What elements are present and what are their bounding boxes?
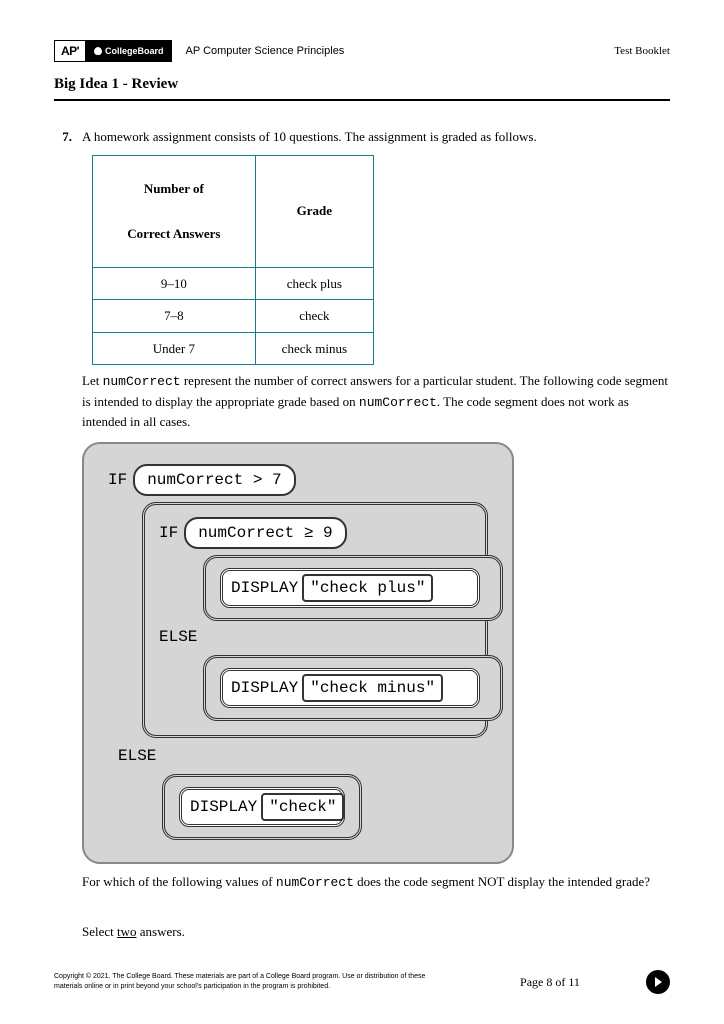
page-header: AP' CollegeBoard AP Computer Science Pri… [54, 40, 670, 62]
display-statement: DISPLAY "check" [179, 787, 345, 827]
outer-else-block: DISPLAY "check" [162, 774, 362, 840]
condition-pill: numCorrect ≥ 9 [184, 517, 346, 549]
display-statement: DISPLAY "check minus" [220, 668, 480, 708]
booklet-label: Test Booklet [614, 45, 670, 57]
cb-label: CollegeBoard [105, 46, 164, 56]
logo-group: AP' CollegeBoard AP Computer Science Pri… [54, 40, 344, 62]
code-numcorrect: numCorrect [103, 374, 181, 389]
question-body: A homework assignment consists of 10 que… [82, 127, 670, 942]
copyright-text: Copyright © 2021. The College Board. The… [54, 972, 454, 992]
if-inner: IF numCorrect ≥ 9 [159, 517, 471, 549]
course-name: AP Computer Science Principles [186, 45, 345, 57]
acorn-icon [94, 47, 102, 55]
table-row: 9–10 check plus [93, 267, 374, 300]
section-title: Big Idea 1 - Review [54, 76, 670, 101]
table-cell-answers: Under 7 [93, 332, 256, 365]
if-outer: IF numCorrect > 7 [108, 464, 494, 496]
table-header-row: Number of Correct Answers Grade [93, 155, 374, 267]
string-literal: "check plus" [302, 574, 433, 602]
question-prompt: A homework assignment consists of 10 que… [82, 127, 670, 147]
display-keyword: DISPLAY [190, 795, 257, 819]
underlined-two: two [117, 924, 137, 939]
page-footer: Copyright © 2021. The College Board. The… [54, 970, 670, 994]
table-cell-answers: 7–8 [93, 300, 256, 333]
display-keyword: DISPLAY [231, 676, 298, 700]
paragraph-1: Let numCorrect represent the number of c… [82, 371, 670, 432]
string-literal: "check" [261, 793, 344, 821]
ap-logo: AP' [54, 40, 86, 62]
code-segment: IF numCorrect > 7 IF numCorrect ≥ 9 DISP… [82, 442, 514, 864]
code-numcorrect: numCorrect [359, 395, 437, 410]
collegeboard-logo: CollegeBoard [86, 40, 172, 62]
table-row: Under 7 check minus [93, 332, 374, 365]
paragraph-2: For which of the following values of num… [82, 872, 670, 893]
table-cell-answers: 9–10 [93, 267, 256, 300]
string-literal: "check minus" [302, 674, 443, 702]
display-statement: DISPLAY "check plus" [220, 568, 480, 608]
else-keyword: ELSE [118, 744, 494, 768]
next-page-arrow-icon [646, 970, 670, 994]
table-cell-grade: check minus [255, 332, 373, 365]
if-keyword: IF [108, 468, 127, 492]
table-cell-grade: check plus [255, 267, 373, 300]
table-header-answers: Number of Correct Answers [93, 155, 256, 267]
page-number: Page 8 of 11 [520, 975, 580, 990]
question-7: 7. A homework assignment consists of 10 … [54, 127, 670, 942]
question-number: 7. [54, 127, 72, 942]
table-header-grade: Grade [255, 155, 373, 267]
condition-pill: numCorrect > 7 [133, 464, 295, 496]
table-cell-grade: check [255, 300, 373, 333]
code-numcorrect: numCorrect [276, 875, 354, 890]
table-row: 7–8 check [93, 300, 374, 333]
display-keyword: DISPLAY [231, 576, 298, 600]
select-instruction: Select two answers. [82, 922, 670, 942]
inner-then-block: DISPLAY "check plus" [203, 555, 503, 621]
outer-then-block: IF numCorrect ≥ 9 DISPLAY "check plus" E… [142, 502, 488, 738]
if-keyword: IF [159, 521, 178, 545]
grade-table: Number of Correct Answers Grade 9–10 che… [92, 155, 374, 366]
inner-else-block: DISPLAY "check minus" [203, 655, 503, 721]
else-keyword: ELSE [159, 625, 471, 649]
